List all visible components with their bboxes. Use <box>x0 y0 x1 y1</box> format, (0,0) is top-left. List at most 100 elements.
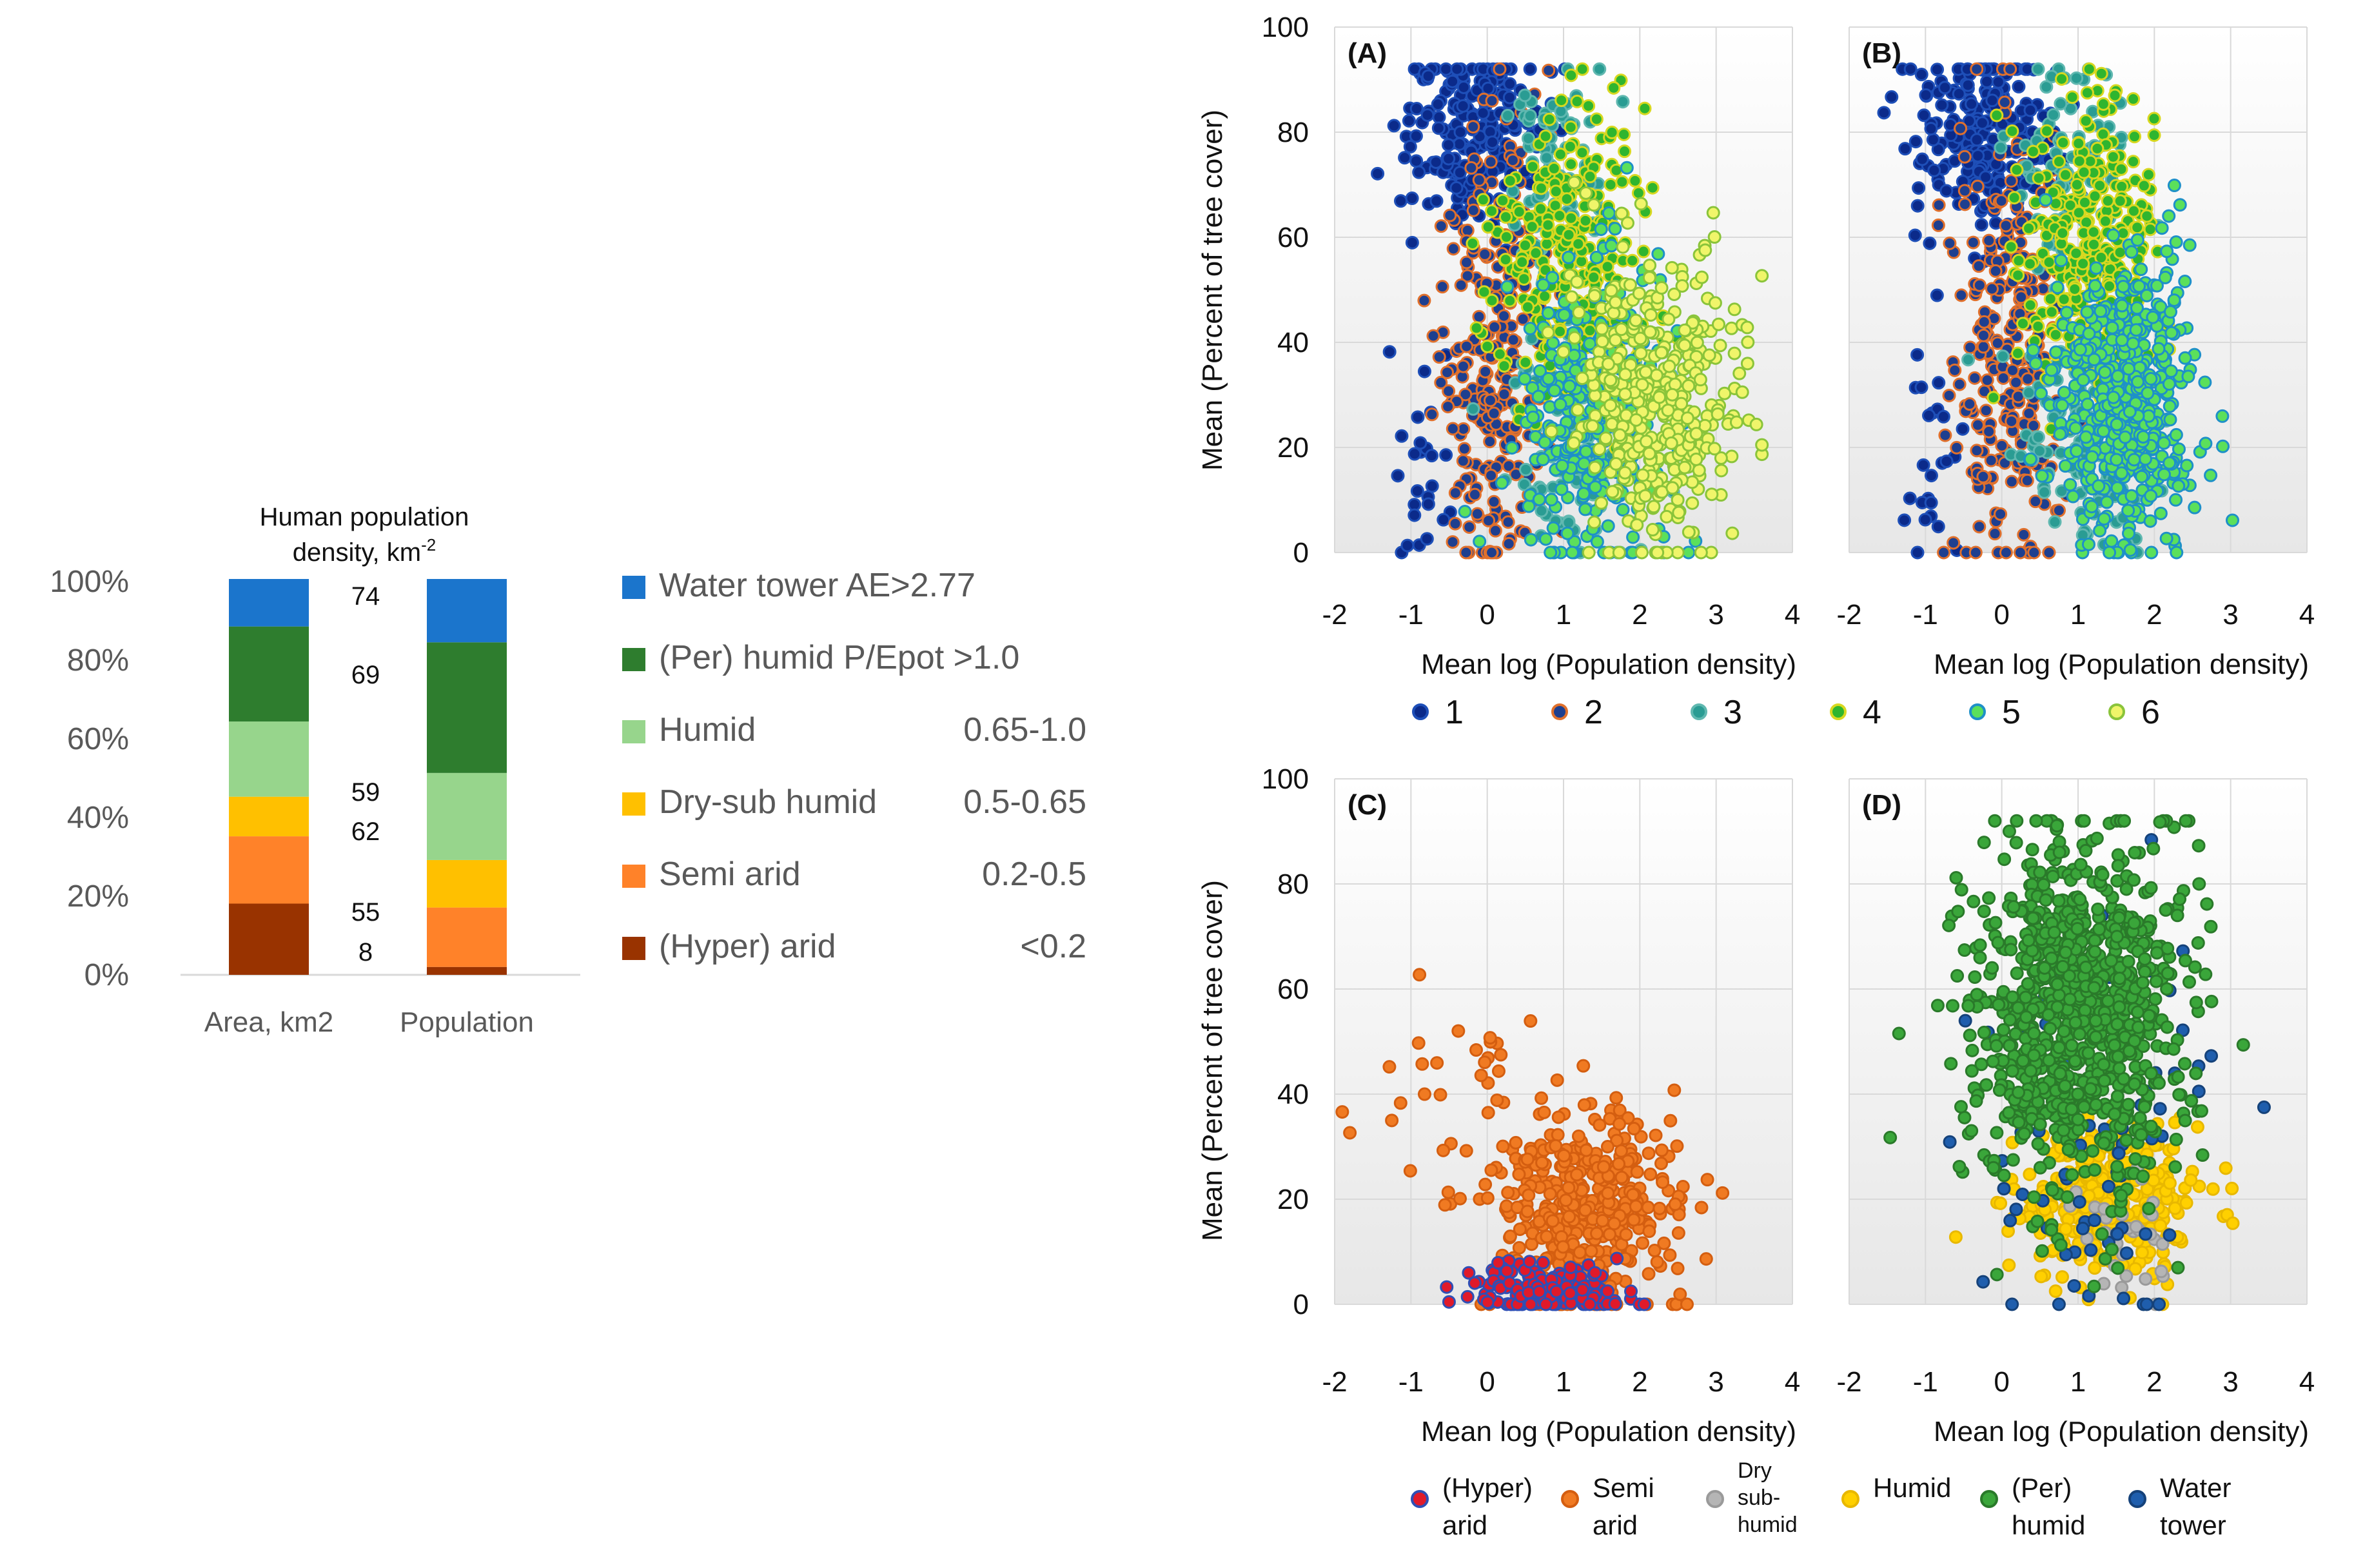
scatter-point <box>1629 413 1643 427</box>
scatter-point <box>1382 345 1397 359</box>
scatter-point <box>1694 1200 1709 1215</box>
x-tick-label: 1 <box>2070 1366 2086 1398</box>
scatter-point <box>1484 468 1498 482</box>
density-label: 74 <box>351 582 380 611</box>
scatter-point <box>1570 275 1584 289</box>
scatter-point <box>1502 536 1516 551</box>
scatter-point <box>1411 1036 1426 1050</box>
scatter-point <box>1957 184 1972 198</box>
x-tick-label: 3 <box>2222 1366 2238 1398</box>
scatter-point <box>1570 94 1584 108</box>
scatter-point <box>2115 466 2129 480</box>
scatter-point <box>1553 324 1567 338</box>
scatter-point <box>1523 322 1537 336</box>
scatter-point <box>1417 364 1431 378</box>
scatter-point <box>1979 404 1993 418</box>
y-tick-label: 20 <box>1277 1184 1309 1215</box>
scatter-point <box>1949 870 1963 885</box>
x-tick-label: 2 <box>1632 599 1647 631</box>
scatter-point <box>2093 524 2107 538</box>
scatter-point <box>1497 359 1511 373</box>
scatter-point <box>2157 467 2171 482</box>
scatter-point <box>1488 524 1502 538</box>
scatter-point <box>1493 347 1507 361</box>
scatter-point <box>2072 136 2086 150</box>
scatter-point <box>2005 124 2019 138</box>
legend-swatch <box>622 720 645 743</box>
scatter-point <box>1675 279 1689 293</box>
x-tick-label: 0 <box>1479 1366 1495 1398</box>
scatter-point <box>1951 905 1965 919</box>
scatter-point <box>2178 351 2192 365</box>
scatter-point <box>2157 436 2171 450</box>
stacked-legend: Water tower AE>2.77(Per) humid P/Epot >1… <box>622 567 1086 965</box>
scatter-point <box>2023 257 2037 271</box>
scatter-point <box>2055 398 2069 413</box>
scatter-point <box>1487 495 1501 509</box>
scatter-point <box>1619 1228 1633 1242</box>
scatter-point <box>2069 246 2083 260</box>
scatter-points <box>1371 62 1769 560</box>
x-tick-label: -2 <box>1836 1366 1861 1398</box>
scatter-point <box>1557 1148 1571 1162</box>
legend-range: 0.65-1.0 <box>963 711 1086 749</box>
scatter-point <box>1605 125 1619 139</box>
scatter-point <box>1556 1240 1570 1254</box>
scatter-point <box>1995 438 2009 453</box>
scatter-point <box>1713 338 1727 353</box>
scatter-point <box>1425 479 1439 493</box>
scatter-point <box>1585 419 1600 433</box>
scatter-point <box>2004 240 2018 254</box>
scatter-point <box>1435 280 1449 294</box>
scatter-point <box>1916 458 1930 472</box>
scatter-point <box>2089 261 2103 275</box>
scatter-point <box>1665 260 1679 275</box>
scatter-point <box>1958 197 1972 211</box>
scatter-point <box>1705 487 1719 502</box>
scatter-point <box>1482 514 1496 528</box>
scatter-point <box>1616 240 1630 254</box>
scatter-point <box>2054 1238 2068 1252</box>
scatter-point <box>1456 99 1470 113</box>
scatter-point <box>1472 173 1486 187</box>
scatter-point <box>2065 90 2079 104</box>
scatter-point <box>2168 1201 2182 1215</box>
scatter-point <box>2084 1243 2098 1257</box>
scatter-point <box>1524 1014 1538 1028</box>
scatter-point <box>2206 1182 2220 1196</box>
density-label: 55 <box>351 898 380 926</box>
scatter-point <box>2023 1167 2037 1181</box>
legend-swatch <box>622 792 645 816</box>
scatter-point <box>1968 371 1982 385</box>
scatter-point <box>1395 429 1409 443</box>
scatter-point <box>2154 1264 2168 1279</box>
scatter-point <box>2010 814 2024 828</box>
scatter-point <box>2126 92 2141 106</box>
scatter-point <box>2111 369 2125 383</box>
legend-label: Water tower AE>2.77 <box>659 567 976 604</box>
scatter-point <box>1678 338 1692 353</box>
scatter-point <box>1454 278 1468 292</box>
panel-label: (C) <box>1348 789 1387 821</box>
scatter-point <box>1625 253 1640 268</box>
scatter-point <box>2005 414 2019 428</box>
scatter-point <box>2023 103 2037 117</box>
scatter-point <box>1448 516 1462 531</box>
scatter-point <box>2146 841 2161 856</box>
scatter-point <box>1708 296 1722 310</box>
scatter-point <box>1487 320 1502 334</box>
scatter-point <box>1727 302 1741 317</box>
scatter-point <box>1562 379 1576 393</box>
scatter-point <box>1609 333 1623 348</box>
scatter-point <box>1755 438 1769 452</box>
scatter-point <box>2183 238 2197 252</box>
legend-label: Semi arid <box>659 856 801 893</box>
scatter-point <box>1458 505 1472 519</box>
scatter-point <box>1484 1163 1498 1177</box>
x-tick-label: 4 <box>2299 1366 2315 1398</box>
scatter-point <box>1601 357 1615 371</box>
scatter-point <box>1603 1228 1617 1242</box>
scatter-point <box>1637 1297 1651 1311</box>
legend-swatch <box>622 937 645 960</box>
stacked-y-tick: 80% <box>67 643 129 678</box>
